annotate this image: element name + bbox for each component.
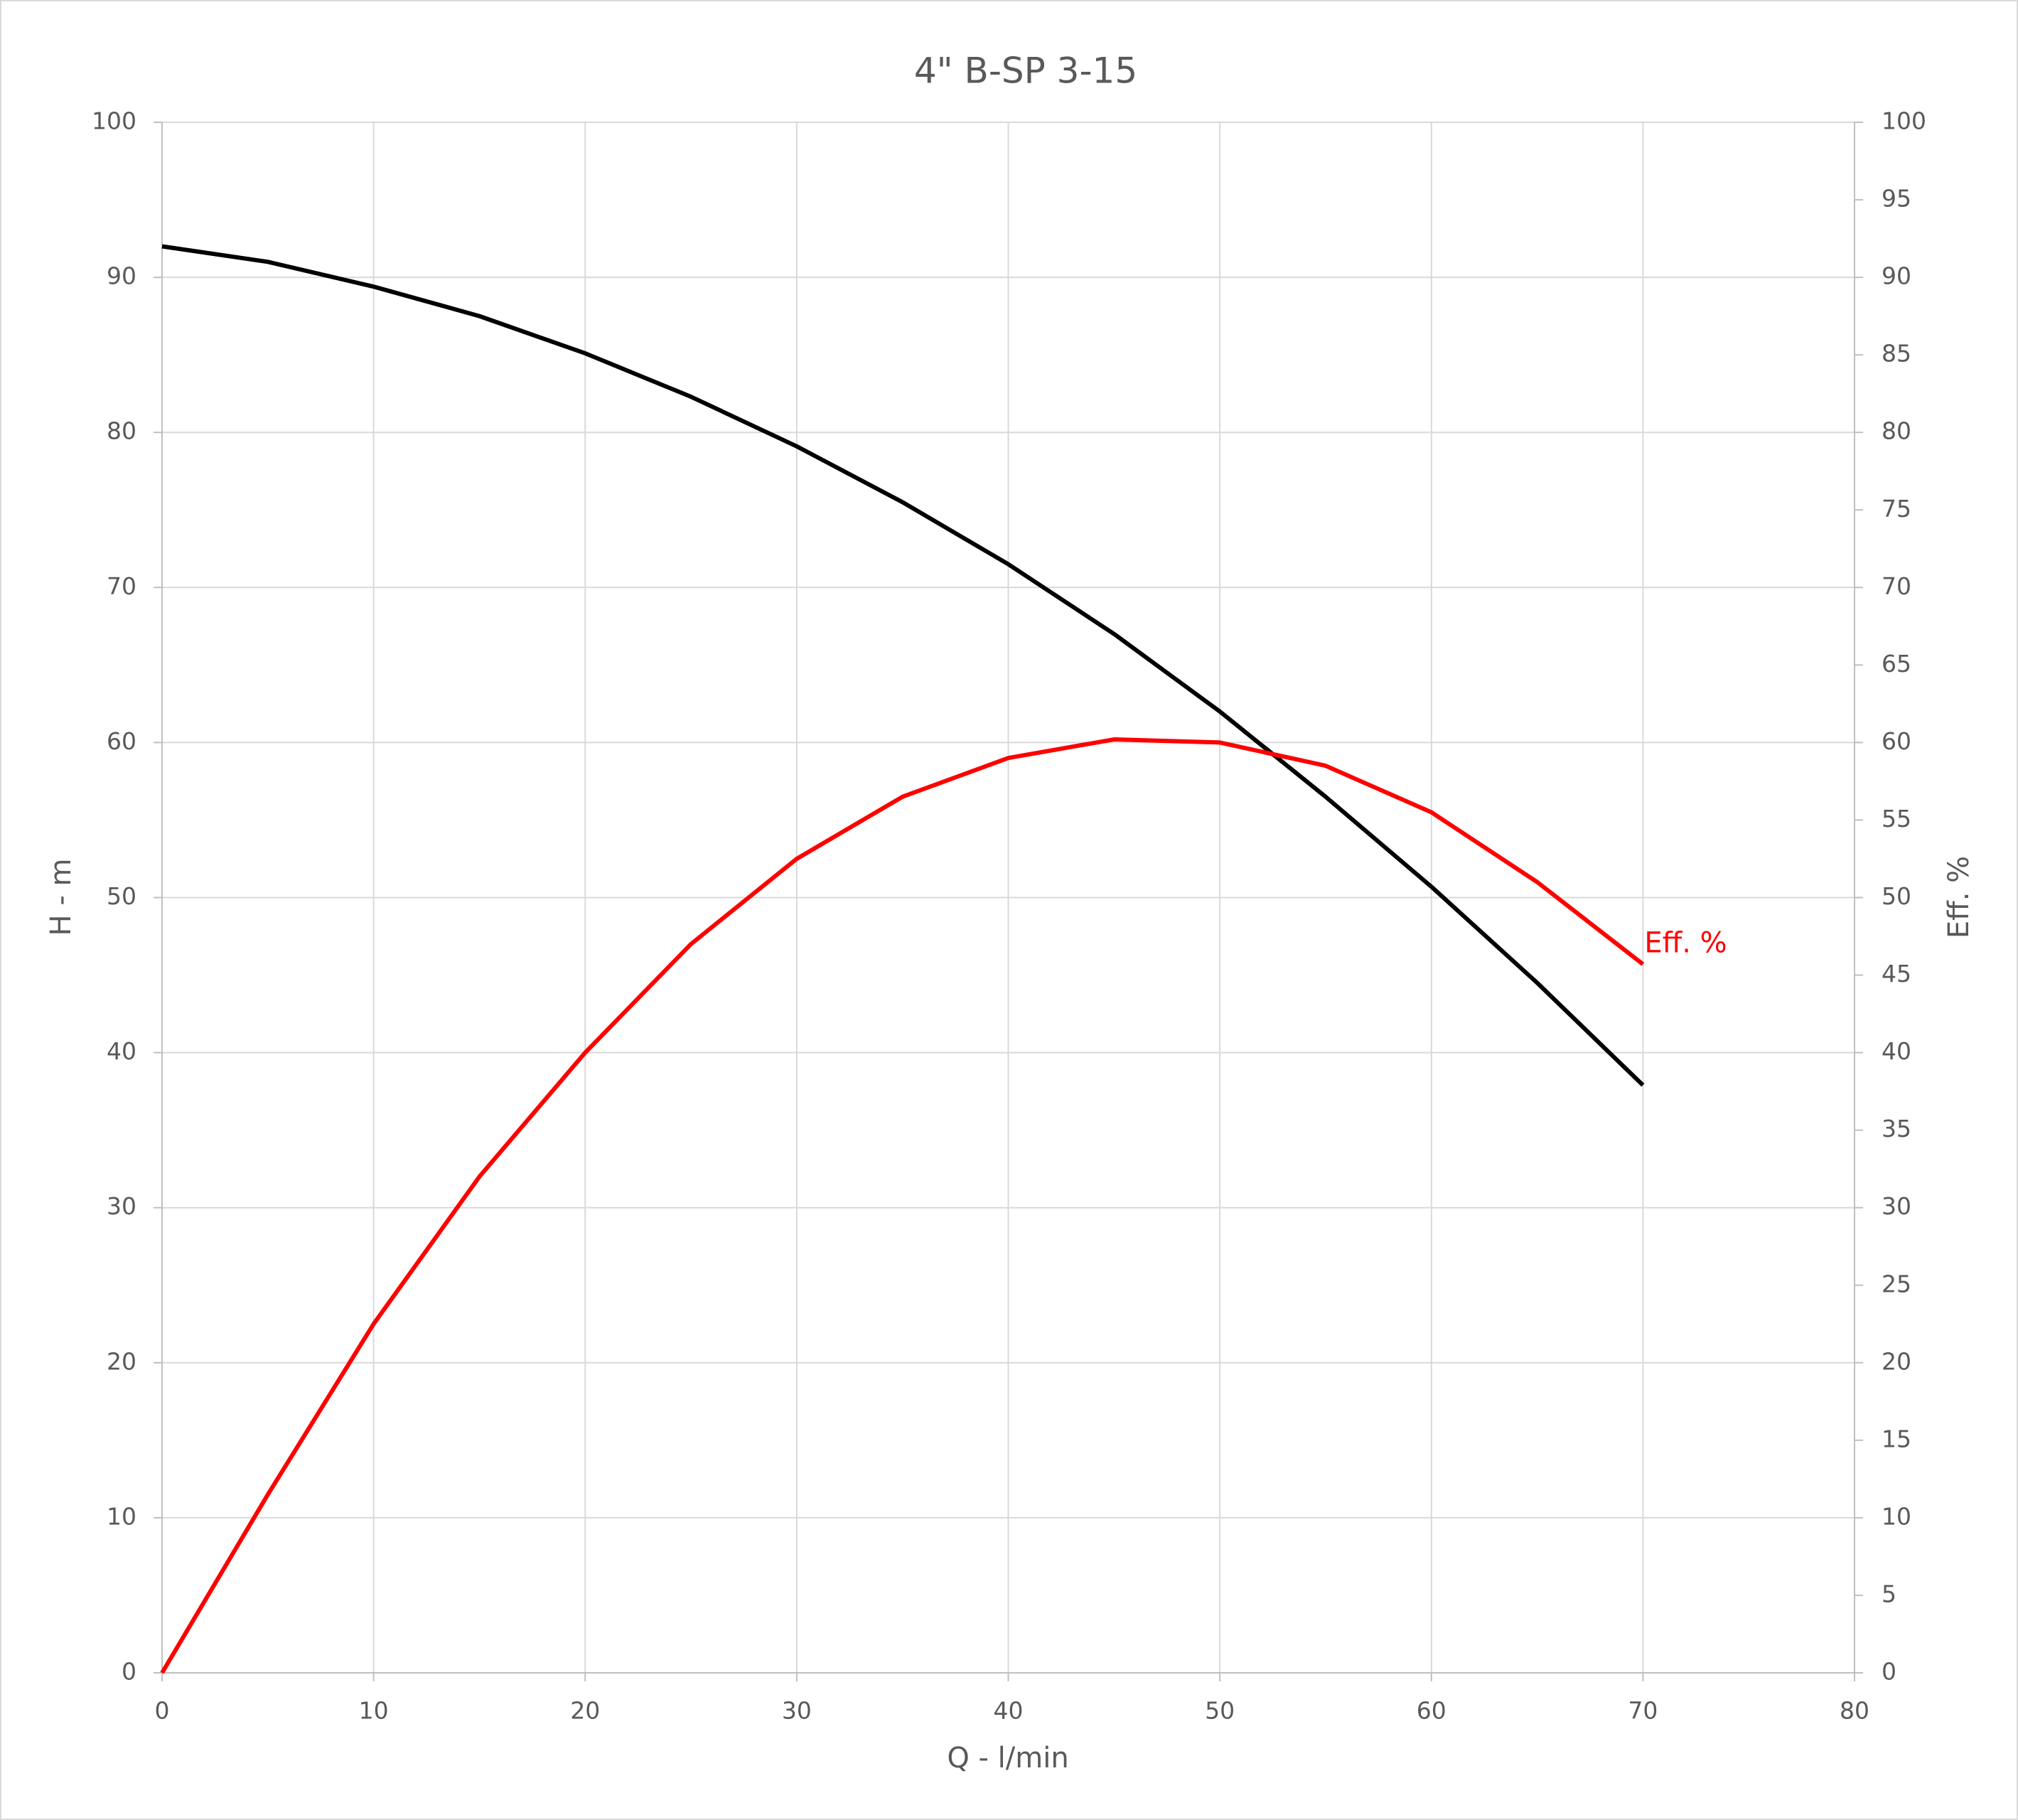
y-tick-label: 50 xyxy=(107,882,136,910)
y-tick-label: 0 xyxy=(122,1658,136,1686)
y-tick-label: 30 xyxy=(107,1192,136,1220)
y2-tick-label: 0 xyxy=(1882,1658,1896,1686)
y2-tick-label: 50 xyxy=(1882,882,1911,910)
y2-tick-label: 5 xyxy=(1882,1580,1896,1607)
x-tick-label: 20 xyxy=(570,1697,600,1725)
y2-tick-label: 35 xyxy=(1882,1115,1911,1142)
x-tick-label: 40 xyxy=(994,1697,1024,1725)
series-label: Eff. % xyxy=(1644,926,1727,959)
y-tick-label: 90 xyxy=(107,262,136,290)
chart-title: 4" B-SP 3-15 xyxy=(914,50,1137,92)
x-tick-label: 70 xyxy=(1628,1697,1658,1725)
y2-tick-label: 20 xyxy=(1882,1347,1911,1375)
y-tick-label: 10 xyxy=(107,1502,136,1530)
y-tick-label: 70 xyxy=(107,572,136,600)
y2-tick-label: 95 xyxy=(1882,185,1911,213)
y2-tick-label: 25 xyxy=(1882,1270,1911,1297)
y2-tick-label: 75 xyxy=(1882,495,1911,523)
x-axis-title: Q - l/min xyxy=(947,1742,1068,1774)
x-tick-label: 30 xyxy=(782,1697,812,1725)
y2-tick-label: 40 xyxy=(1882,1037,1911,1065)
y2-tick-label: 60 xyxy=(1882,727,1911,755)
y-axis-title: H - m xyxy=(45,859,77,936)
series-line xyxy=(160,737,1645,1674)
y2-tick-label: 55 xyxy=(1882,805,1911,833)
y2-tick-label: 65 xyxy=(1882,650,1911,678)
x-tick-label: 50 xyxy=(1205,1697,1235,1725)
y-tick-label: 20 xyxy=(107,1347,136,1375)
y2-tick-label: 100 xyxy=(1882,107,1926,135)
y-tick-label: 100 xyxy=(92,107,136,135)
y2-tick-label: 80 xyxy=(1882,417,1911,445)
y2-tick-label: 85 xyxy=(1882,340,1911,368)
y-tick-label: 60 xyxy=(107,727,136,755)
y2-tick-label: 90 xyxy=(1882,262,1911,290)
y2-axis-title: Eff. % xyxy=(1943,856,1975,938)
y2-tick-label: 30 xyxy=(1882,1192,1911,1220)
y2-tick-label: 45 xyxy=(1882,960,1911,987)
y-tick-label: 40 xyxy=(107,1037,136,1065)
y2-tick-label: 10 xyxy=(1882,1502,1911,1530)
x-tick-label: 60 xyxy=(1417,1697,1447,1725)
y2-tick-label: 70 xyxy=(1882,572,1911,600)
y2-tick-label: 15 xyxy=(1882,1425,1911,1452)
x-tick-label: 10 xyxy=(359,1697,389,1725)
y-tick-label: 80 xyxy=(107,417,136,445)
x-tick-label: 0 xyxy=(155,1697,170,1725)
series-line xyxy=(161,244,1645,1087)
x-tick-label: 80 xyxy=(1840,1697,1869,1725)
